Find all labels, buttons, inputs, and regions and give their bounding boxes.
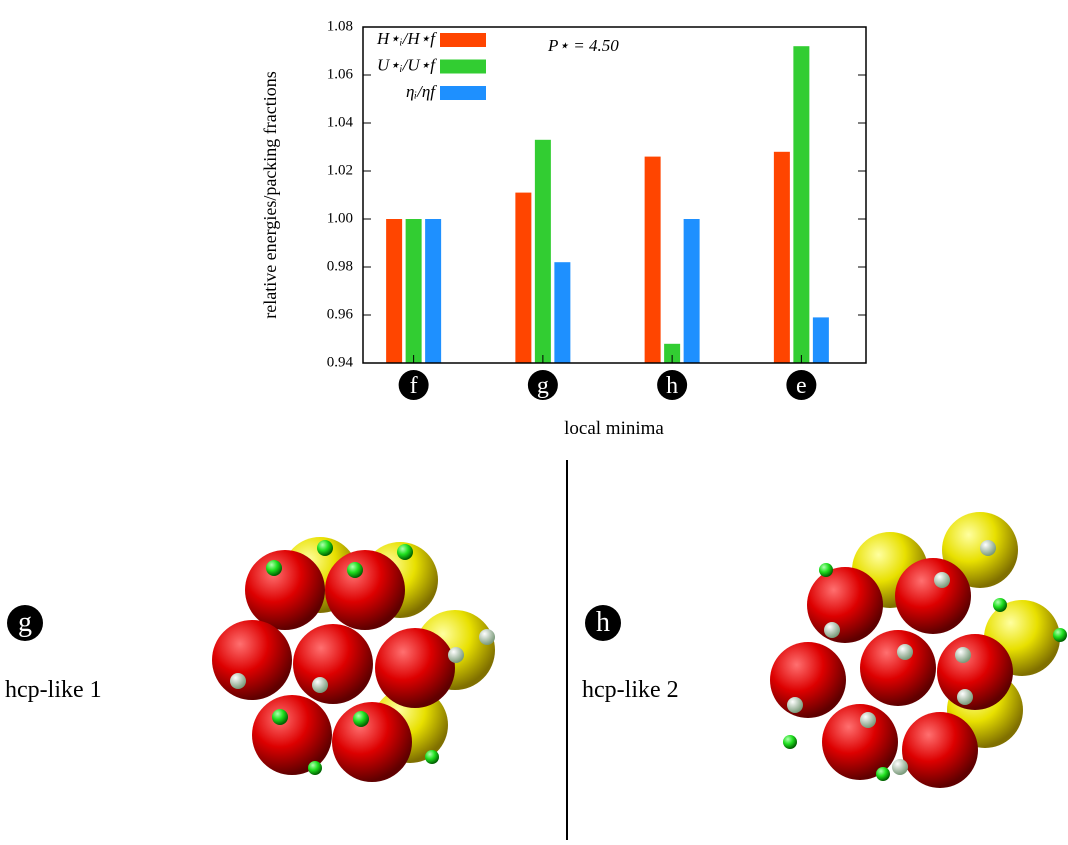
bar [683,219,700,363]
y-tick-label: 1.00 [327,210,353,226]
legend-label: U⋆ᵢ/U⋆f [377,55,437,74]
category-badge [657,370,688,400]
bar [664,343,681,363]
plot-frame [362,26,867,364]
bar [405,219,422,363]
molecule [212,537,495,782]
legend-label: H⋆ᵢ/H⋆f [376,29,437,48]
bar [793,46,810,363]
legend-label: ηᵢ/ηf [406,82,437,101]
y-tick-label: 0.96 [327,306,354,322]
panel-g: g hcp-like 1 [5,537,495,782]
panel-h: h hcp-like 2 [582,512,1067,788]
panel-badge [585,605,621,641]
x-tick-label: g [537,373,549,399]
bar [554,262,571,363]
category-badge [527,370,558,400]
x-axis-label: local minima [564,418,664,439]
category-badge [786,370,817,400]
panel-label: hcp-like 2 [582,677,679,703]
bar [812,317,829,363]
legend-swatch [440,33,486,47]
bar [773,151,790,363]
panel-badge [7,605,43,641]
y-tick-label: 0.98 [327,258,353,274]
panel-letter: g [18,607,32,638]
x-tick-label: f [410,373,418,399]
y-axis-label: relative energies/packing fractions [260,71,280,319]
y-tick-label: 1.08 [327,18,353,34]
legend-swatch [440,86,486,100]
y-tick-label: 0.94 [327,354,354,370]
legend-swatch [440,59,486,74]
panel-letter: h [596,607,610,638]
y-tick-label: 1.04 [327,114,354,130]
molecule [770,512,1067,788]
bar [386,219,403,363]
bar [534,139,551,363]
x-tick-label: h [666,373,678,399]
bar [515,192,532,363]
y-tick-label: 1.02 [327,162,353,178]
category-badge [398,370,429,400]
bar [644,156,661,363]
x-tick-label: e [796,373,807,399]
annotation: P⋆ = 4.50 [547,36,619,55]
y-tick-label: 1.06 [327,66,354,82]
panel-label: hcp-like 1 [5,677,102,703]
bar [425,219,442,363]
